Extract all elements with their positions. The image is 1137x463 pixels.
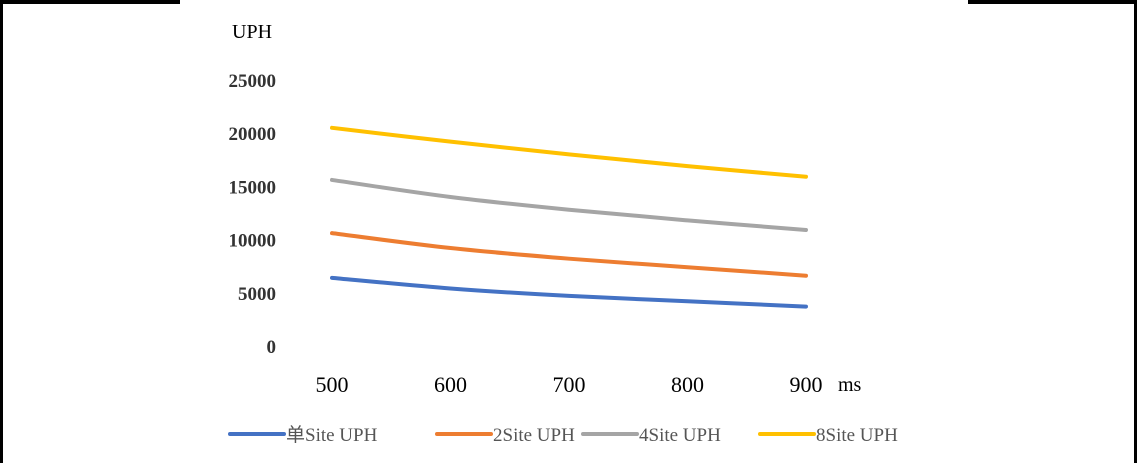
series-line-4: [330, 125, 808, 179]
legend-label-4: 8Site UPH: [816, 425, 898, 446]
frame-top-border-right: [968, 0, 1137, 4]
series-lines: [330, 125, 808, 309]
series-line-1: [330, 275, 808, 309]
series-line-2: [330, 231, 808, 278]
y-tick-label: 10000: [229, 231, 277, 252]
frame-top-border-left: [0, 0, 180, 4]
y-tick-label: 5000: [238, 284, 276, 305]
frame-right-border: [1134, 0, 1137, 463]
y-axis-ticks: 0 5000 10000 15000 20000 25000: [229, 71, 277, 358]
legend-label-1: 单Site UPH: [286, 424, 378, 446]
x-tick-label: 500: [316, 372, 349, 397]
x-tick-label: 600: [434, 372, 467, 397]
frame-left-border: [0, 0, 3, 463]
legend: 单Site UPH 2Site UPH 4Site UPH 8Site UPH: [228, 424, 898, 446]
y-tick-label: 25000: [229, 71, 277, 92]
legend-label-2: 2Site UPH: [493, 425, 575, 446]
legend-label-3: 4Site UPH: [639, 425, 721, 446]
y-tick-label: 0: [267, 337, 277, 358]
x-tick-label: 900: [790, 372, 823, 397]
x-tick-label: 700: [553, 372, 586, 397]
series-line-3: [330, 177, 808, 232]
y-tick-label: 20000: [229, 124, 277, 145]
x-tick-label: 800: [671, 372, 704, 397]
y-tick-label: 15000: [229, 177, 277, 198]
x-axis-ticks: 500 600 700 800 900: [316, 372, 823, 397]
x-axis-title: ms: [838, 374, 862, 396]
y-axis-title: UPH: [232, 21, 272, 43]
